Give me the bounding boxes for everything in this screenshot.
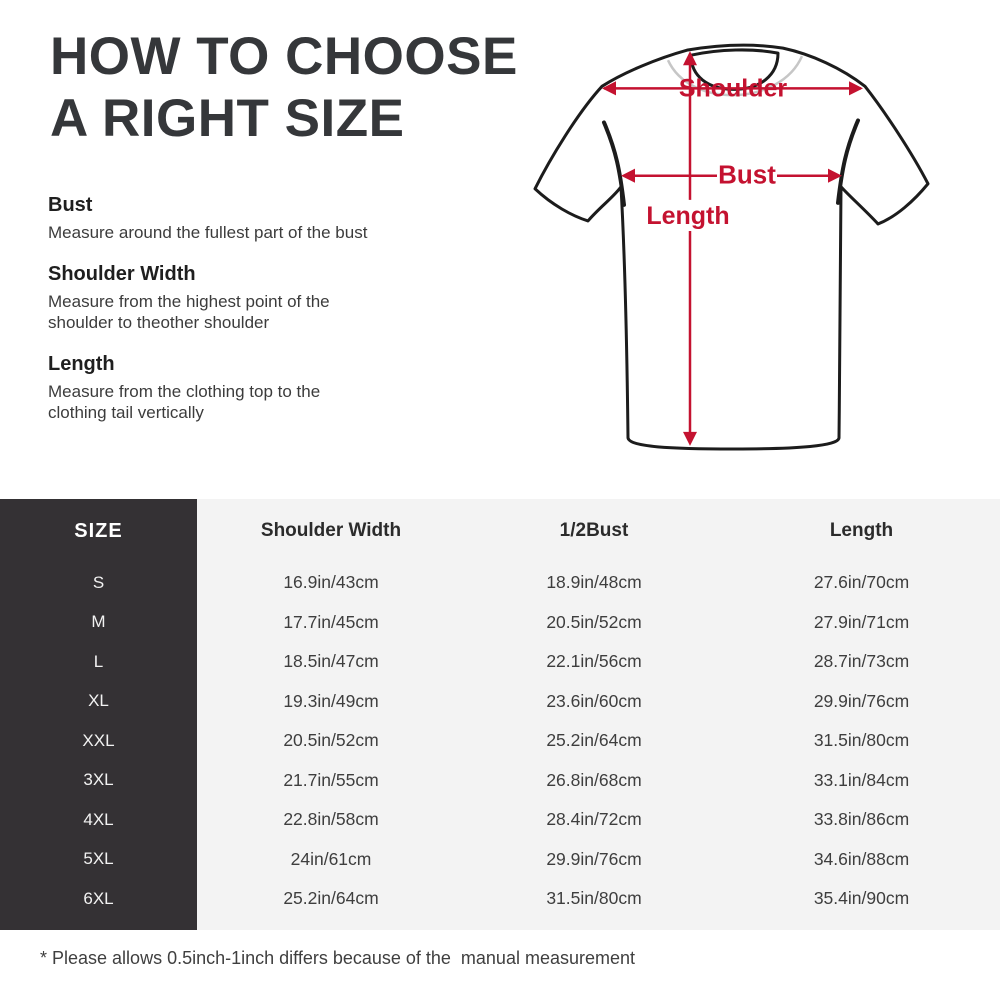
size-chart-grid: SIZE Shoulder Width 1/2Bust Length S 16.9… bbox=[0, 499, 1000, 930]
size-row-value: 26.8in/68cm bbox=[546, 769, 642, 790]
collar-opening bbox=[689, 48, 780, 91]
size-row-value: 34.6in/88cm bbox=[813, 848, 910, 869]
size-row-label: S bbox=[92, 572, 105, 592]
size-row-value: 27.6in/70cm bbox=[813, 572, 910, 593]
size-row-value: 19.3in/49cm bbox=[283, 690, 379, 711]
size-column-background bbox=[0, 499, 197, 930]
size-row-value: 31.5in/80cm bbox=[813, 730, 910, 751]
size-row-value: 25.2in/64cm bbox=[546, 730, 642, 751]
right-armhole-seam bbox=[836, 118, 860, 205]
instruction-length-text: Measure from the clothing top to the clo… bbox=[48, 381, 321, 423]
size-row-value: 20.5in/52cm bbox=[283, 730, 379, 751]
size-row-value: 22.8in/58cm bbox=[283, 809, 379, 830]
page-title-line1: HOW TO CHOOSE bbox=[50, 27, 518, 86]
size-row-value: 25.2in/64cm bbox=[283, 888, 379, 909]
instruction-shoulder-width: Shoulder Width Measure from the highest … bbox=[48, 261, 478, 334]
size-chart-table: SIZE Shoulder Width 1/2Bust Length S 16.9… bbox=[0, 499, 1000, 930]
size-row-value: 22.1in/56cm bbox=[546, 651, 642, 672]
size-row-value: 28.7in/73cm bbox=[813, 651, 910, 672]
shoulder-arrow-label: Shoulder bbox=[679, 74, 788, 102]
tshirt-diagram-svg: Shoulder Bust Length bbox=[533, 43, 930, 451]
column-header-shoulder-width: Shoulder Width bbox=[260, 520, 402, 541]
page-title: HOW TO CHOOSE A RIGHT SIZE bbox=[50, 26, 518, 150]
bust-arrow-label: Bust bbox=[718, 160, 776, 190]
instruction-bust: Bust Measure around the fullest part of … bbox=[48, 192, 478, 244]
column-header-size: SIZE bbox=[74, 519, 123, 542]
instruction-bust-heading: Bust bbox=[48, 194, 93, 216]
size-row-value: 21.7in/55cm bbox=[283, 769, 379, 790]
size-row-value: 29.9in/76cm bbox=[813, 690, 910, 711]
size-row-value: 17.7in/45cm bbox=[283, 611, 379, 632]
size-row-value: 20.5in/52cm bbox=[546, 611, 642, 632]
tshirt-outline bbox=[533, 43, 930, 451]
left-armhole-seam bbox=[602, 120, 626, 207]
size-row-label: XL bbox=[88, 691, 109, 711]
size-row-label: 4XL bbox=[83, 809, 114, 829]
shoulder-arrow bbox=[602, 81, 863, 96]
size-row-label: 5XL bbox=[83, 849, 114, 869]
size-row-value: 27.9in/71cm bbox=[813, 611, 910, 632]
tshirt-measurement-diagram: Shoulder Bust Length bbox=[520, 18, 980, 460]
instruction-shoulder-text: Measure from the highest point of the sh… bbox=[48, 291, 330, 333]
size-row-value: 24in/61cm bbox=[290, 848, 372, 869]
bust-arrow bbox=[621, 168, 842, 183]
instruction-length-heading: Length bbox=[48, 352, 115, 375]
page-title-line2: A RIGHT SIZE bbox=[50, 89, 405, 148]
instruction-bust-text: Measure around the fullest part of the b… bbox=[48, 223, 368, 242]
size-row-value: 28.4in/72cm bbox=[546, 809, 642, 830]
measurement-disclaimer: * Please allows 0.5inch-1inch differs be… bbox=[40, 948, 636, 968]
length-arrow bbox=[683, 51, 697, 446]
size-row-label: XXL bbox=[82, 730, 115, 750]
size-row-label: 6XL bbox=[83, 888, 114, 908]
size-row-label: 3XL bbox=[83, 770, 114, 790]
size-row-value: 16.9in/43cm bbox=[283, 572, 379, 593]
size-row-label: M bbox=[91, 612, 106, 632]
column-header-length: Length bbox=[829, 520, 894, 541]
size-row-value: 35.4in/90cm bbox=[813, 888, 910, 909]
instruction-length: Length Measure from the clothing top to … bbox=[48, 351, 478, 424]
length-arrow-label: Length bbox=[646, 202, 729, 230]
size-row-value: 18.9in/48cm bbox=[546, 572, 642, 593]
size-row-value: 33.1in/84cm bbox=[813, 769, 910, 790]
instruction-shoulder-heading: Shoulder Width bbox=[48, 262, 196, 285]
size-row-label: L bbox=[93, 651, 104, 671]
collar-shadow bbox=[666, 55, 804, 97]
size-row-value: 33.8in/86cm bbox=[813, 809, 910, 830]
size-row-value: 31.5in/80cm bbox=[546, 888, 642, 909]
column-header-half-bust: 1/2Bust bbox=[559, 520, 629, 541]
measurement-instructions: Bust Measure around the fullest part of … bbox=[48, 192, 478, 441]
size-row-value: 29.9in/76cm bbox=[546, 848, 642, 869]
size-row-value: 18.5in/47cm bbox=[283, 651, 379, 672]
size-row-value: 23.6in/60cm bbox=[546, 690, 642, 711]
